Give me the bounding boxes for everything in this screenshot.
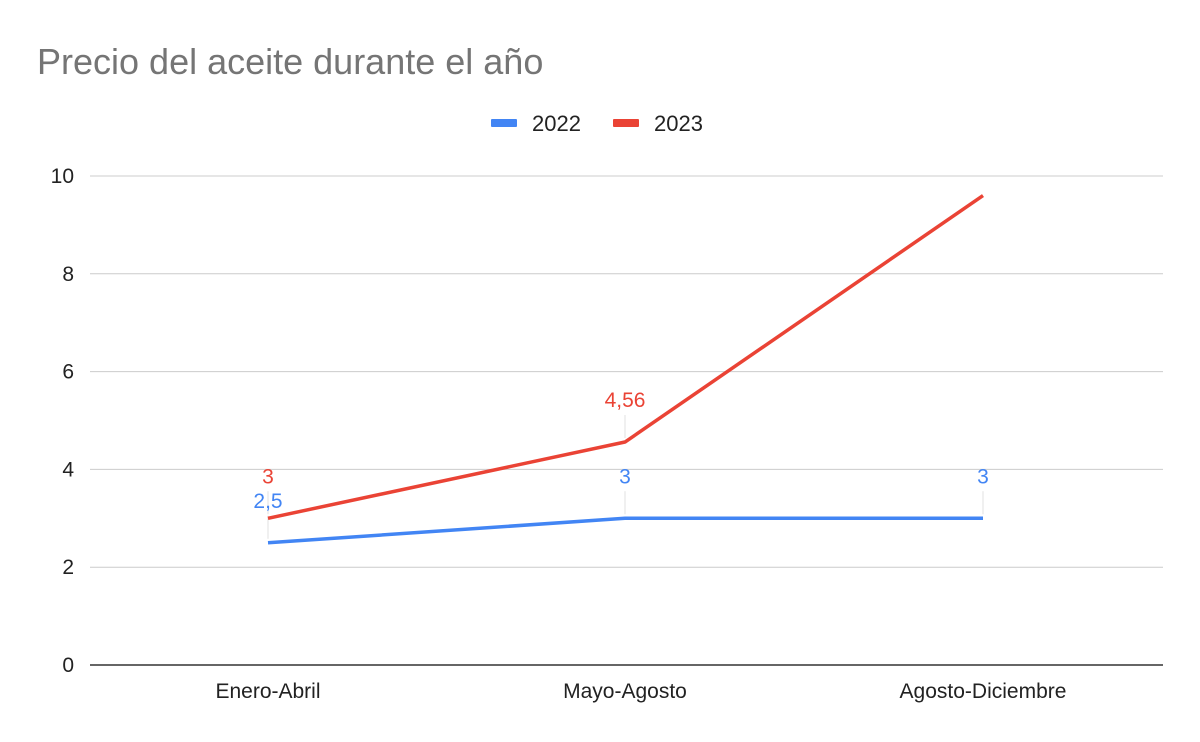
legend-swatch-2022 [491, 119, 517, 127]
data-label-2023: 4,56 [605, 389, 646, 412]
y-tick-label: 0 [62, 654, 74, 677]
legend-label-2023: 2023 [654, 111, 703, 136]
legend-swatch-2023 [613, 119, 639, 127]
x-tick-label: Enero-Abril [215, 680, 320, 703]
x-axis: Enero-Abril Mayo-Agosto Agosto-Diciembre [215, 680, 1066, 703]
y-tick-label: 2 [62, 556, 74, 579]
legend-label-2022: 2022 [532, 111, 581, 136]
legend: 2022 2023 [491, 111, 703, 136]
series-line-2023 [267, 194, 984, 521]
x-tick-label: Agosto-Diciembre [900, 680, 1067, 703]
data-label-2023: 3 [262, 465, 274, 488]
chart-title: Precio del aceite durante el año [37, 41, 543, 82]
y-tick-label: 6 [62, 361, 74, 384]
label-leaders [267, 415, 984, 539]
series-lines [267, 194, 984, 545]
grid [90, 175, 1163, 666]
x-tick-label: Mayo-Agosto [563, 680, 687, 703]
series-line-2022 [267, 516, 983, 545]
data-labels: 2,53 334,56 [253, 389, 988, 513]
y-tick-label: 4 [62, 458, 74, 481]
data-label-2022: 3 [619, 465, 631, 488]
data-label-2022: 3 [977, 465, 989, 488]
data-label-2022: 2,5 [253, 490, 282, 513]
y-tick-label: 8 [62, 263, 74, 286]
y-tick-label: 10 [51, 165, 74, 188]
y-axis: 0 2 4 6 8 10 [51, 165, 75, 677]
